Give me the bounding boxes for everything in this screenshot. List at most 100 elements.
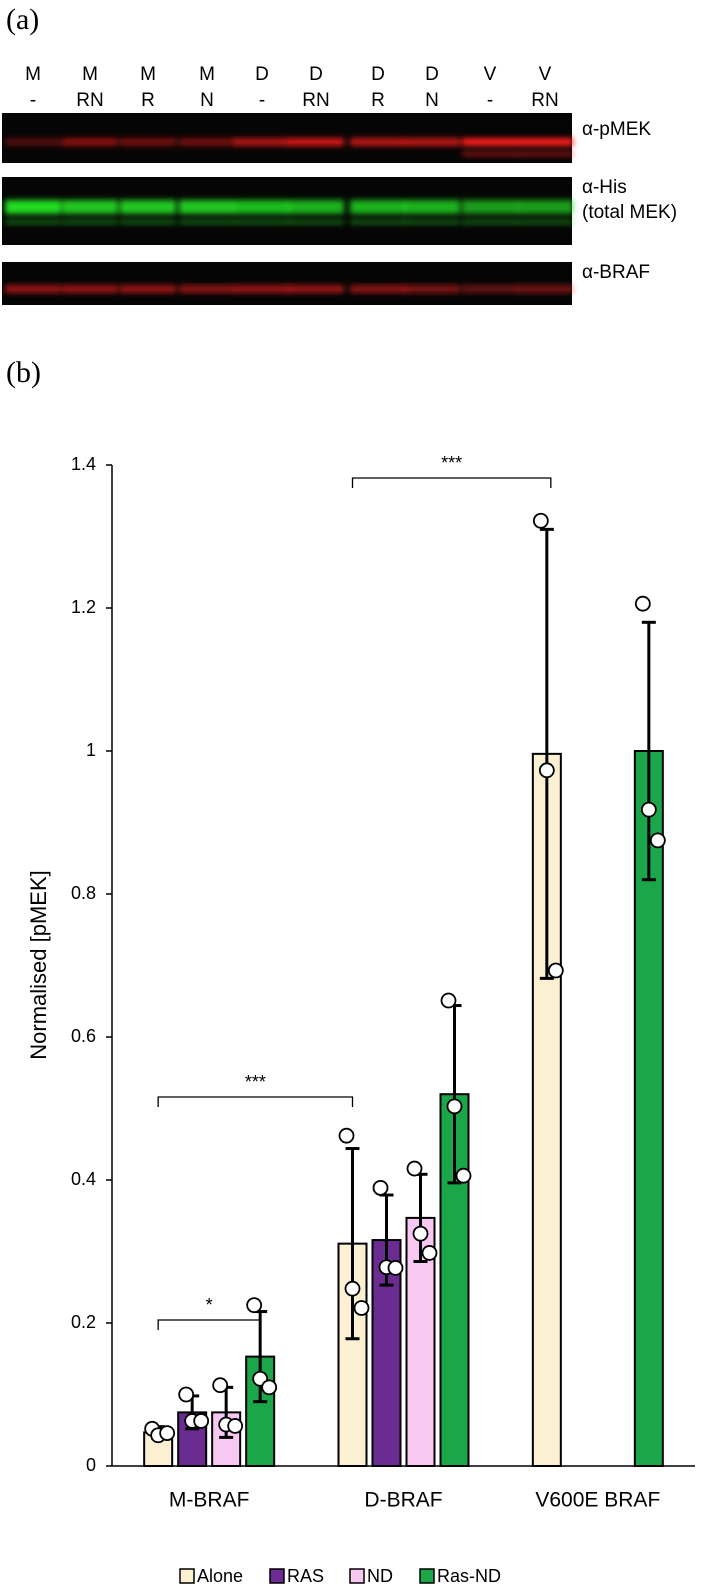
lane-label: N: [425, 90, 439, 111]
data-point: [421, 1245, 438, 1261]
lane-label: M: [25, 64, 41, 85]
lane-label: N: [200, 90, 214, 111]
blot-band: [62, 285, 118, 293]
blot-band: [350, 138, 406, 146]
data-point: [440, 992, 457, 1009]
legend-label: Alone: [197, 1566, 243, 1586]
blot-band: [234, 220, 290, 224]
data-point: [640, 801, 657, 818]
lane-label: RN: [302, 90, 329, 111]
blot-band: [462, 220, 518, 224]
blot-band: [404, 138, 460, 146]
significance-label: ***: [441, 453, 462, 473]
blot-band: [350, 220, 406, 224]
blot-band: [288, 138, 344, 146]
panel-label: (b): [6, 356, 41, 389]
blot-band: [120, 220, 176, 224]
data-point: [406, 1160, 423, 1177]
lane-label: M: [140, 64, 156, 85]
data-point: [547, 962, 564, 979]
lane-label: -: [259, 90, 265, 111]
blot-band: [404, 200, 460, 214]
lane-label: D: [425, 64, 439, 85]
blot-band: [179, 220, 235, 224]
blot-band: [62, 138, 118, 146]
y-axis-label: Normalised [pMEK]: [26, 870, 51, 1060]
significance-bracket: [351, 477, 552, 488]
data-point: [412, 1225, 429, 1242]
blot-band: [462, 152, 518, 156]
blot-band: [462, 200, 518, 214]
lane-label: RN: [76, 90, 103, 111]
lane-label: -: [487, 90, 493, 111]
data-point: [649, 832, 666, 849]
lane-label: M: [82, 64, 98, 85]
y-tick-label: 1.2: [71, 597, 96, 617]
blot-band: [5, 138, 61, 146]
data-point: [372, 1179, 389, 1196]
blot-band: [462, 138, 518, 146]
blot-bands: [5, 285, 573, 293]
lane-label: D: [309, 64, 323, 85]
lane-label: D: [371, 64, 385, 85]
y-tick-label: 0.8: [71, 883, 96, 903]
antibody-label: α-BRAF: [582, 262, 650, 283]
data-point: [446, 1098, 463, 1115]
blot-band: [120, 138, 176, 146]
blot-band: [234, 285, 290, 293]
blot-band: [120, 200, 176, 214]
significance-label: *: [206, 1295, 213, 1315]
blot-band: [234, 200, 290, 214]
blot-band: [5, 285, 61, 293]
data-point: [178, 1386, 195, 1403]
blot-band: [62, 220, 118, 224]
blot-band: [179, 138, 235, 146]
blot-band: [288, 285, 344, 293]
lane-label: -: [30, 90, 36, 111]
blot-band: [179, 200, 235, 214]
significance-bracket: [157, 1319, 261, 1330]
data-point: [212, 1377, 229, 1394]
legend-swatch: [419, 1568, 435, 1584]
data-point: [159, 1425, 176, 1442]
antibody-label: (total MEK): [582, 202, 677, 223]
y-tick-label: 1: [86, 740, 96, 760]
blot-bands: [5, 138, 573, 156]
legend-label: RAS: [287, 1566, 324, 1586]
legend-swatch: [269, 1568, 285, 1584]
data-point: [261, 1379, 278, 1396]
panel-label: (a): [6, 3, 39, 36]
data-point: [455, 1167, 472, 1184]
blot-band: [5, 220, 61, 224]
lane-label: D: [255, 64, 269, 85]
legend-label: ND: [367, 1566, 393, 1586]
blot-band: [234, 138, 290, 146]
x-tick-label: D-BRAF: [364, 1489, 442, 1512]
blot-bands: [5, 200, 573, 224]
y-tick-label: 0.6: [71, 1026, 96, 1046]
blot-band: [350, 200, 406, 214]
data-point: [193, 1413, 210, 1429]
y-tick-label: 0: [86, 1455, 96, 1475]
lane-label: R: [371, 90, 385, 111]
data-point: [387, 1260, 404, 1276]
antibody-label: α-pMEK: [582, 119, 651, 140]
lane-label: M: [199, 64, 215, 85]
lane-label: RN: [531, 90, 558, 111]
lane-label: R: [141, 90, 155, 111]
blot-band: [288, 220, 344, 224]
y-tick-label: 0.4: [71, 1169, 96, 1189]
y-tick-label: 1.4: [71, 454, 96, 474]
blot-band: [517, 138, 573, 146]
data-point: [532, 512, 549, 529]
lane-label: V: [484, 64, 497, 85]
antibody-label: α-His: [582, 177, 627, 198]
blot-band: [350, 285, 406, 293]
blot-band: [62, 200, 118, 214]
data-point: [344, 1280, 361, 1297]
legend-swatch: [179, 1568, 195, 1584]
blot-band: [462, 285, 518, 293]
blot-band: [517, 200, 573, 214]
data-point: [634, 595, 651, 612]
